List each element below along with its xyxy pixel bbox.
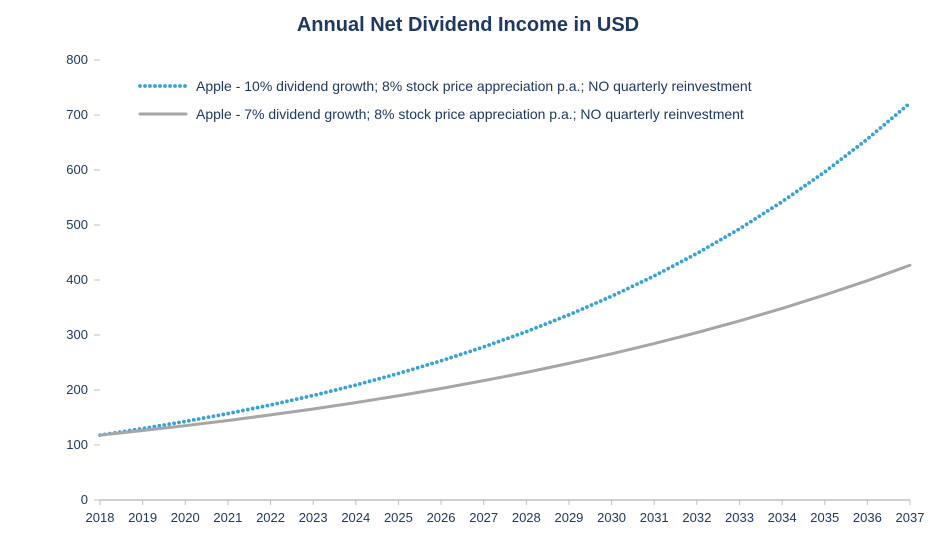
x-tick-label: 2031	[640, 510, 669, 525]
y-tick-label: 100	[66, 437, 88, 452]
y-tick-label: 600	[66, 162, 88, 177]
x-tick-label: 2026	[427, 510, 456, 525]
x-tick-label: 2030	[597, 510, 626, 525]
x-tick-label: 2019	[128, 510, 157, 525]
dividend-chart: Annual Net Dividend Income in USD 0 100 20…	[0, 0, 936, 555]
legend-label: Apple - 10% dividend growth; 8% stock pr…	[196, 78, 752, 94]
chart-svg: 0 100 200 300 400 500 600 700 800 2018 2019 2020 202…	[0, 0, 936, 555]
x-tick-label: 2034	[768, 510, 797, 525]
y-tick-label: 800	[66, 52, 88, 67]
x-tick-label: 2035	[810, 510, 839, 525]
y-tick-label: 200	[66, 382, 88, 397]
y-tick-label: 300	[66, 327, 88, 342]
series	[98, 104, 909, 437]
series	[100, 265, 910, 435]
x-tick-label: 2023	[299, 510, 328, 525]
y-tick-label: 0	[81, 492, 88, 507]
x-tick-label: 2037	[896, 510, 925, 525]
x-tick-label: 2027	[469, 510, 498, 525]
x-tick-label: 2029	[554, 510, 583, 525]
y-tick-label: 500	[66, 217, 88, 232]
x-tick-label: 2022	[256, 510, 285, 525]
x-tick-label: 2018	[86, 510, 115, 525]
legend-label: Apple - 7% dividend growth; 8% stock pri…	[196, 106, 744, 122]
x-tick-label: 2024	[341, 510, 370, 525]
x-tick-label: 2025	[384, 510, 413, 525]
legend-item: Apple - 7% dividend growth; 8% stock pri…	[140, 106, 744, 122]
y-tick-label: 400	[66, 272, 88, 287]
x-tick-label: 2032	[682, 510, 711, 525]
x-tick-label: 2020	[171, 510, 200, 525]
x-tick-label: 2033	[725, 510, 754, 525]
x-tick-label: 2028	[512, 510, 541, 525]
x-tick-label: 2021	[213, 510, 242, 525]
legend-item: Apple - 10% dividend growth; 8% stock pr…	[138, 78, 752, 94]
chart-title: Annual Net Dividend Income in USD	[0, 14, 936, 37]
legend: Apple - 10% dividend growth; 8% stock pr…	[138, 78, 752, 122]
y-tick-label: 700	[66, 107, 88, 122]
x-tick-label: 2036	[853, 510, 882, 525]
